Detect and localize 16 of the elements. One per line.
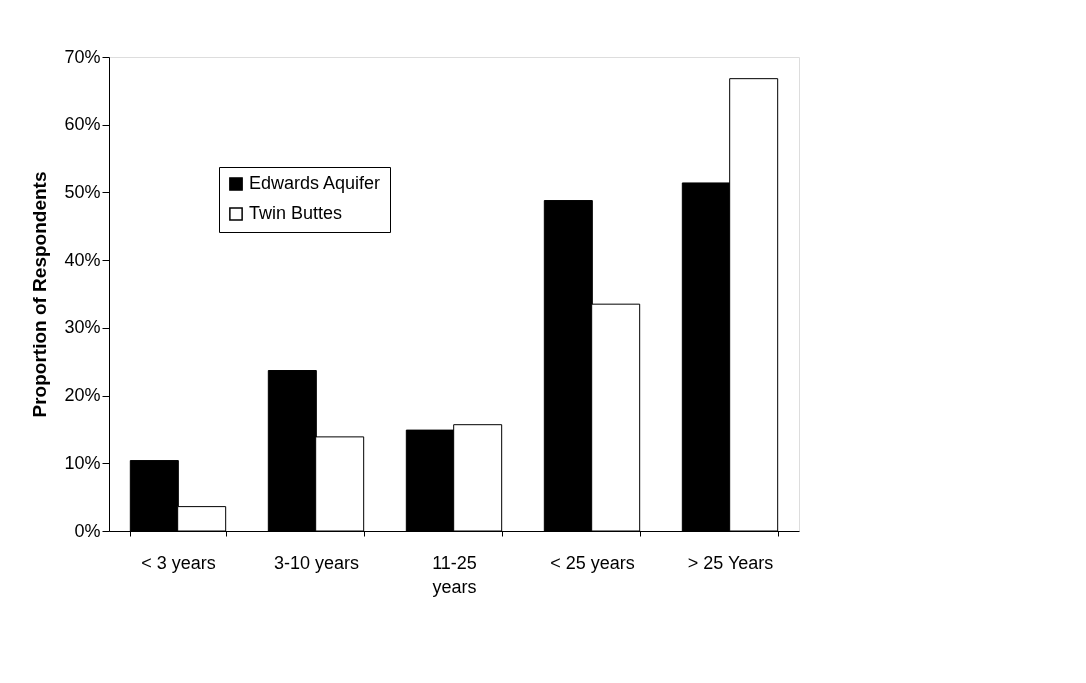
y-tick-label: 70% [64,46,101,67]
x-tick-label: < 25 years [550,552,635,573]
y-tick-label: 20% [64,385,101,406]
y-tick-label: 0% [74,520,101,541]
y-tick-label: 50% [64,181,101,202]
y-tick-label: 40% [64,249,101,270]
y-tick-label: 30% [64,317,101,338]
y-tick-label: 10% [64,452,101,473]
x-tick-label: 3-10 years [273,552,360,573]
x-tick-label: 11-25 years [432,552,477,597]
x-tick-label: < 3 years [141,552,216,573]
x-tick-label: > 25 Years [687,552,774,573]
y-axis-title: Proportion of Respondents [29,171,51,418]
legend-label: Edwards Aquifer [249,173,381,193]
y-tick-label: 60% [64,114,101,135]
legend-label: Twin Buttes [249,203,343,223]
